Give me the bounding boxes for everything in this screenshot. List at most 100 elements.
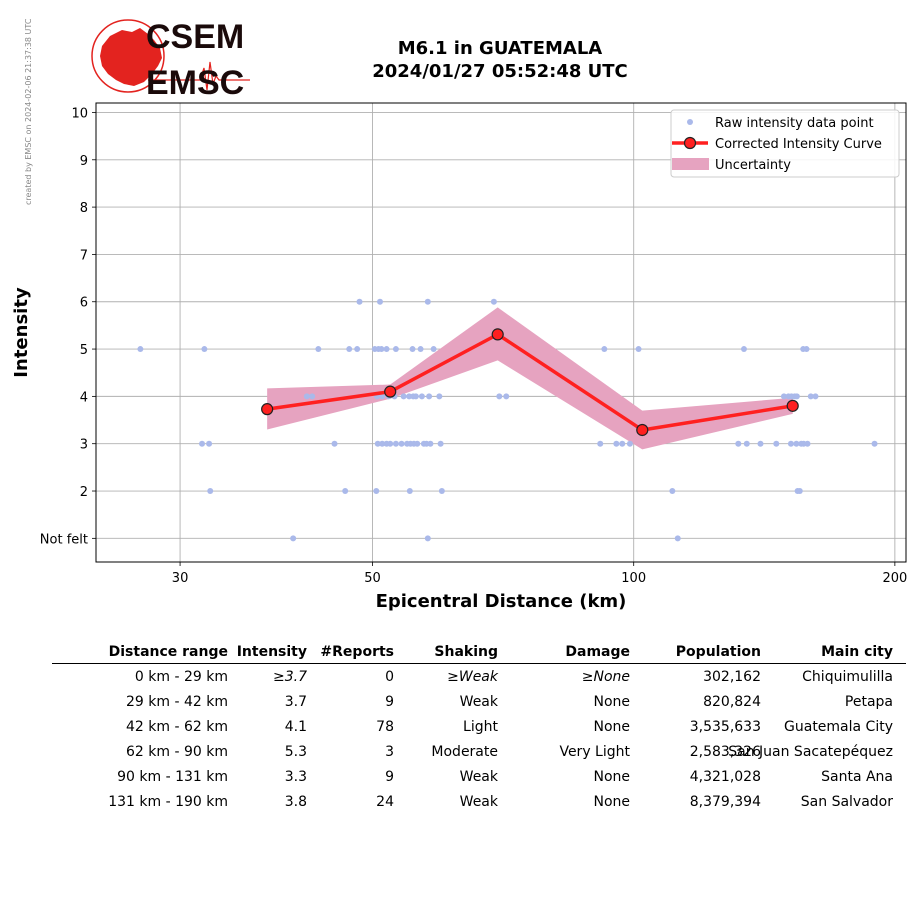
y-tick-label: 8 (80, 201, 88, 216)
raw-intensity-point (424, 535, 431, 542)
logo-text-csem: CSEM (146, 18, 244, 56)
x-tick-label: 100 (621, 571, 646, 586)
raw-intensity-point (780, 393, 787, 400)
raw-intensity-point (496, 393, 503, 400)
raw-intensity-point (406, 488, 413, 495)
table-cell: 62 km - 90 km (126, 744, 228, 760)
table-cell: 820,824 (703, 694, 761, 710)
raw-intensity-point (503, 393, 510, 400)
corrected-intensity-marker (384, 385, 397, 398)
raw-intensity-point (430, 346, 437, 353)
table-cell: 9 (385, 694, 394, 710)
table-cell: 3.7 (284, 694, 307, 710)
raw-intensity-point (378, 346, 385, 353)
table-cell: Moderate (431, 744, 498, 760)
uncertainty-band (267, 307, 793, 450)
table-row: 90 km - 131 km 3.3 9 Weak None 4,321,028 Santa… (52, 765, 906, 790)
table-cell: 0 (385, 669, 394, 685)
x-axis-label: Epicentral Distance (km) (376, 591, 627, 612)
raw-intensity-point (201, 346, 208, 353)
raw-intensity-point (626, 440, 633, 447)
table-cell: 9 (385, 769, 394, 785)
raw-intensity-point (315, 346, 322, 353)
raw-intensity-point (427, 440, 434, 447)
raw-intensity-point (400, 393, 407, 400)
raw-intensity-point (437, 440, 444, 447)
raw-intensity-point (374, 440, 381, 447)
raw-intensity-point (379, 440, 386, 447)
table-header-cell: Damage (565, 644, 630, 660)
raw-intensity-point (392, 440, 399, 447)
raw-intensity-point (773, 440, 780, 447)
raw-intensity-point (309, 393, 316, 400)
chart-subtitle: 2024/01/27 05:52:48 UTC (372, 61, 628, 82)
table-row: 62 km - 90 km 5.3 3 Moderate Very Light 2,583… (52, 740, 906, 765)
raw-intensity-point (199, 440, 206, 447)
y-tick-label: 6 (80, 296, 88, 311)
table-cell: ≥Weak (447, 669, 498, 685)
legend-label: Raw intensity data point (715, 116, 874, 131)
raw-intensity-point (342, 488, 349, 495)
raw-intensity-point (414, 440, 421, 447)
table-header-cell: Shaking (434, 644, 498, 660)
table-cell: 3,535,633 (689, 719, 761, 735)
csem-emsc-logo: CSEM EMSC (91, 18, 250, 100)
plot-frame (95, 102, 907, 563)
raw-intensity-point (669, 488, 676, 495)
table-cell: Weak (459, 769, 498, 785)
table-cell: 131 km - 190 km (108, 794, 228, 810)
raw-intensity-point (803, 346, 810, 353)
table-cell: ≥3.7 (273, 669, 307, 685)
y-tick-label: 2 (80, 485, 88, 500)
raw-intensity-point (436, 393, 443, 400)
raw-intensity-point (635, 346, 642, 353)
raw-intensity-point (412, 393, 419, 400)
y-tick-label: 10 (71, 106, 88, 121)
creation-note-text: created by EMSC on 2024-02-06 21:37:38 U… (24, 18, 33, 205)
table-header-cell: #Reports (320, 644, 394, 660)
raw-intensity-point (619, 440, 626, 447)
table-cell: 42 km - 62 km (126, 719, 228, 735)
raw-intensity-point (303, 393, 310, 400)
table-cell: None (593, 719, 630, 735)
table-cell: Weak (459, 794, 498, 810)
raw-intensity-point (793, 393, 800, 400)
table-cell: 90 km - 131 km (117, 769, 228, 785)
table-cell: 8,379,394 (689, 794, 761, 810)
corrected-intensity-marker (491, 328, 504, 341)
table-cell: San Salvador (800, 794, 893, 810)
raw-intensity-point (387, 440, 394, 447)
table-cell: None (593, 694, 630, 710)
raw-intensity-point (757, 440, 764, 447)
raw-intensity-point (418, 393, 425, 400)
raw-intensity-point (379, 393, 386, 400)
raw-intensity-point (601, 346, 608, 353)
raw-intensity-point (490, 298, 497, 305)
raw-intensity-point (356, 298, 363, 305)
creation-note: created by EMSC on 2024-02-06 21:37:38 U… (24, 18, 33, 205)
table-cell: San Juan Sacatepéquez (728, 744, 893, 760)
table-cell: 0 km - 29 km (134, 669, 228, 685)
table-cell: Very Light (559, 744, 630, 760)
raw-intensity-point (398, 440, 405, 447)
raw-intensity-point (740, 346, 747, 353)
raw-intensity-point (207, 488, 214, 495)
raw-intensity-point (613, 440, 620, 447)
legend-curve-swatch-marker (683, 136, 697, 150)
raw-intensity-point (597, 440, 604, 447)
raw-intensity-point (354, 346, 361, 353)
raw-intensity-point (377, 298, 384, 305)
table-cell: 5.3 (284, 744, 307, 760)
table-cell: Chiquimulilla (802, 669, 893, 685)
x-tick-label: 30 (172, 571, 189, 586)
logo-text-emsc: EMSC (146, 64, 244, 100)
y-tick-label: 4 (80, 390, 88, 405)
raw-intensity-point (424, 298, 431, 305)
table-row: 29 km - 42 km 3.7 9 Weak None 820,824 Petapa (52, 690, 906, 715)
raw-intensity-point (409, 346, 416, 353)
table-cell: 302,162 (703, 669, 761, 685)
y-axis-label: Intensity (11, 287, 32, 378)
raw-intensity-point (426, 393, 433, 400)
intensity-distance-chart: 30 50 100 200 Not felt 2 3 4 5 6 7 8 9 10 Epicentral D… (11, 102, 907, 612)
raw-intensity-point (735, 440, 742, 447)
